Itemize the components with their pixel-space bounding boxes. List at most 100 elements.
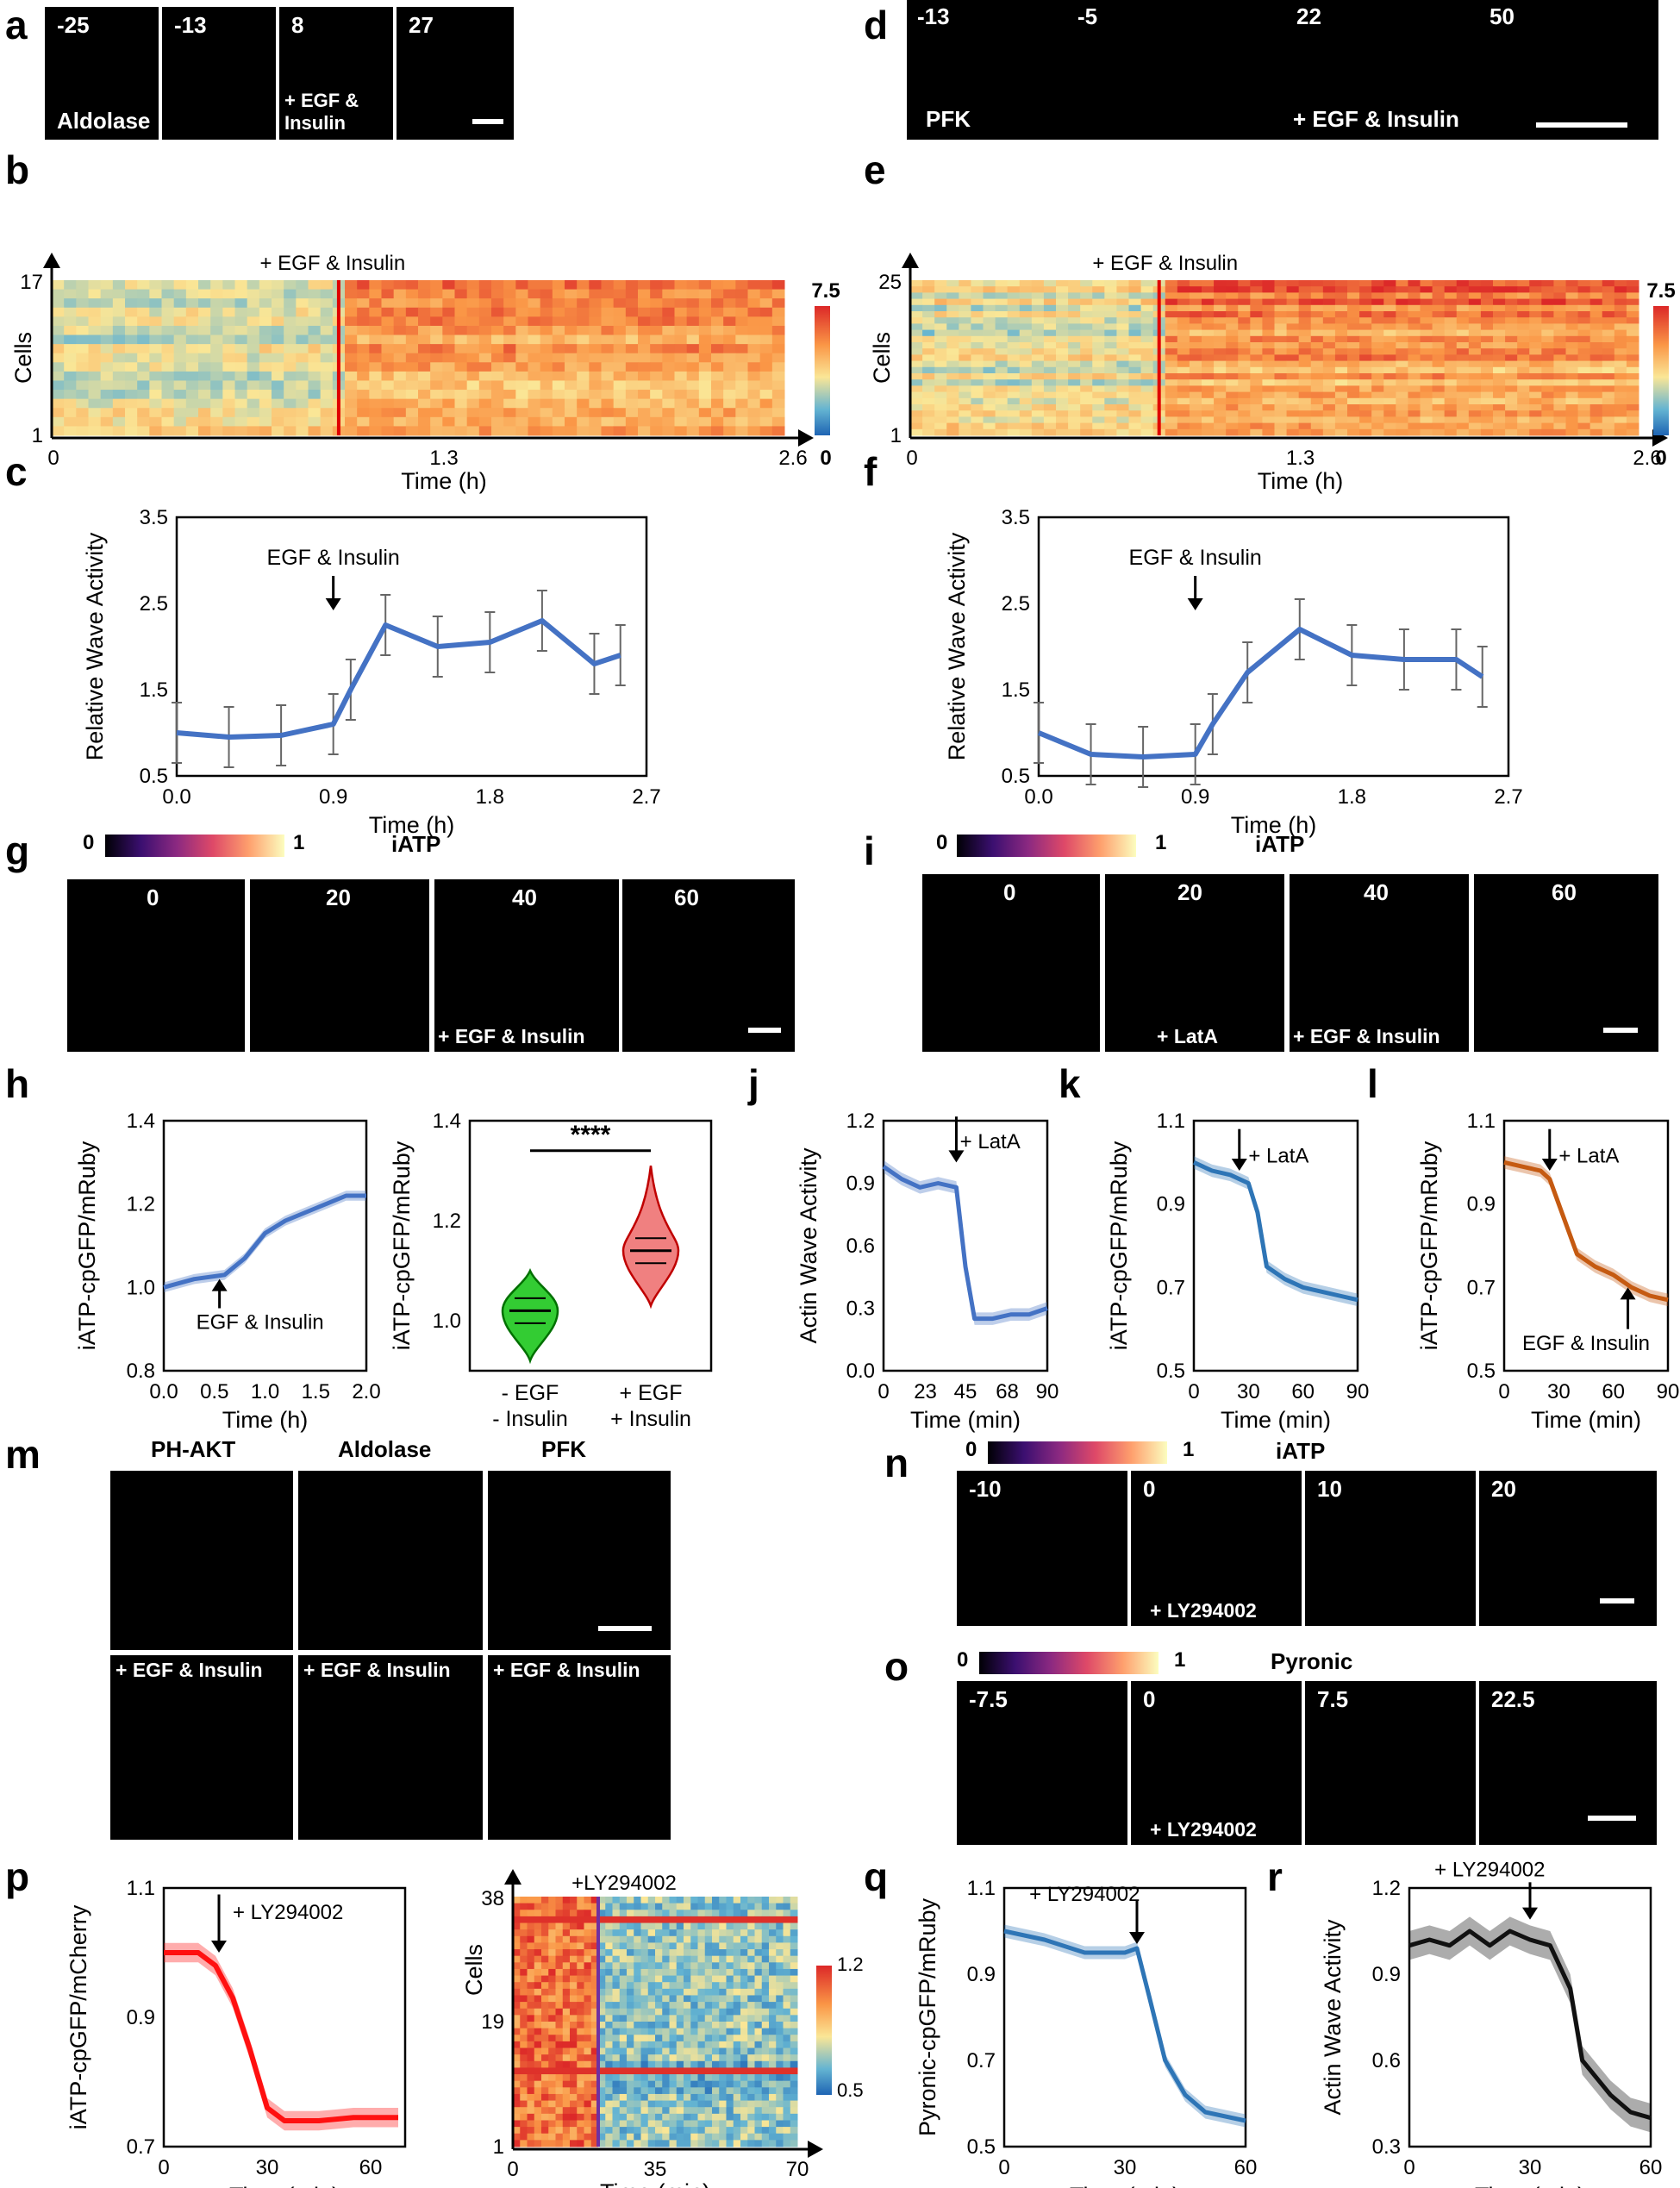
time-label: -13 — [174, 12, 207, 38]
treatment-label: + LY294002 — [1150, 1599, 1257, 1622]
aldolase-image — [298, 1471, 483, 1650]
plot-frame — [468, 1119, 713, 1372]
x-tick-label: 2.0 — [352, 1380, 380, 1403]
annotation: + LatA — [960, 1130, 1021, 1153]
time-label: 7.5 — [1317, 1686, 1349, 1712]
panel-letter-d: d — [864, 3, 889, 47]
panel-letter-e: e — [864, 147, 886, 192]
heatmap-p: +LY294002 1 19 38 Cells 0 35 70 Time (min) 1.2 0.5 — [461, 1869, 864, 2188]
time-label: 8 — [291, 12, 304, 38]
x-tick-label: 60 — [1234, 2156, 1258, 2179]
series-band — [1194, 1156, 1358, 1307]
probe-label: iATP — [391, 831, 441, 857]
y-tick-label: 1.2 — [1372, 1877, 1401, 1900]
pfk-image-treated: + EGF & Insulin — [488, 1655, 671, 1840]
x-tick-label: 0 — [906, 447, 917, 470]
annotation: EGF & Insulin — [267, 546, 400, 570]
arrow-head — [1522, 1907, 1538, 1920]
scale-bar — [1600, 1598, 1634, 1603]
annotation: + EGF & Insulin — [259, 252, 405, 275]
plot-frame — [162, 1886, 407, 2148]
colorbar — [816, 1966, 832, 2095]
colorbar-min: 0 — [820, 447, 831, 470]
probe-label: Aldolase — [57, 108, 151, 134]
y-tick-label: 3.5 — [1002, 506, 1030, 529]
series-line — [882, 1165, 1048, 1322]
y-tick-label: 0.9 — [1157, 1193, 1185, 1216]
plot-frame — [1037, 516, 1510, 778]
colorbar-max: 7.5 — [811, 279, 840, 303]
x-tick-label: 2.7 — [632, 785, 660, 809]
x-tick-label: 0 — [998, 2156, 1009, 2179]
x-tick-label: 2.6 — [1633, 447, 1661, 470]
y-axis-label: iATP-cpGFP/mCherry — [66, 1904, 91, 2129]
pyronic-frame-o4: 22.5 — [1479, 1681, 1657, 1845]
treatment-label: + EGF & Insulin — [303, 1659, 451, 1681]
iatp-frame-i3: 40 + EGF & Insulin — [1290, 874, 1469, 1052]
plot-frame — [1502, 1119, 1670, 1372]
x-tick-label: 0.9 — [1181, 785, 1209, 809]
plot-frame — [882, 1119, 1049, 1372]
chart-q: 0.5 0.7 0.9 1.1 0 30 60 Time (min) Pyronic-cpGFP… — [915, 1877, 1258, 2188]
colorbar-min: 0 — [83, 831, 95, 854]
colorbar-o — [979, 1652, 1159, 1674]
time-label: -25 — [57, 12, 90, 38]
chart-h-violin: 1.0 1.2 1.4 iATP-cpGFP/mRuby **** - EGF- Insu… — [389, 1110, 713, 1431]
x-axis-arrow — [808, 2141, 823, 2158]
iatp-frame-g4: 60 — [622, 879, 795, 1052]
chart-k: 0.5 0.7 0.9 1.1 0 30 60 90 Time (min) iATP-cpGFP/… — [1106, 1110, 1369, 1433]
y-tick-label: 1.2 — [433, 1210, 461, 1233]
scale-bar — [598, 1626, 652, 1631]
x-tick-label: 90 — [1036, 1380, 1059, 1403]
treatment-label: + EGF & Insulin — [116, 1659, 263, 1681]
panel-letter-i: i — [864, 828, 875, 873]
x-tick-label: 0.0 — [149, 1380, 178, 1403]
iatp-frame-i1: 0 — [922, 874, 1100, 1052]
y-tick-label: 38 — [481, 1887, 504, 1910]
panel-letter-m: m — [5, 1432, 41, 1477]
panel-letter-b: b — [5, 147, 30, 192]
y-tick-label: 0.3 — [1372, 2135, 1401, 2159]
x-tick-label: 0 — [1403, 2156, 1415, 2179]
y-tick-label: 0.9 — [967, 1963, 996, 1986]
panel-letter-j: j — [748, 1061, 759, 1106]
time-label: 22 — [1296, 3, 1321, 29]
time-label: 60 — [1552, 879, 1577, 905]
chart-l: 0.5 0.7 0.9 1.1 0 30 60 90 Time (min) iATP-cpGFP/… — [1416, 1110, 1679, 1433]
x-axis-label: Time (h) — [401, 468, 487, 494]
y-tick-label: 0.7 — [967, 2049, 996, 2072]
annotation: EGF & Insulin — [1129, 546, 1262, 570]
series-line — [163, 1193, 366, 1290]
y-tick-label: 1.5 — [140, 678, 168, 702]
x-tick-label: 1.8 — [1338, 785, 1366, 809]
y-tick-label: 0.9 — [1467, 1193, 1496, 1216]
panel-letter-l: l — [1367, 1061, 1378, 1106]
y-tick-label: 1 — [890, 424, 902, 447]
x-tick-label: 1.5 — [302, 1380, 330, 1403]
y-tick-label: 3.5 — [140, 506, 168, 529]
annotation: EGF & Insulin — [197, 1311, 324, 1335]
x-axis-label: Time (min) — [1475, 2183, 1585, 2188]
plot-frame — [175, 516, 648, 778]
x-axis-label: Time (min) — [1070, 2183, 1180, 2188]
treatment-label: + LY294002 — [1150, 1818, 1257, 1841]
y-tick-label: 1.0 — [433, 1310, 461, 1333]
y-tick-label: 1.1 — [1157, 1110, 1185, 1133]
x-tick-label: 0.0 — [162, 785, 190, 809]
chart-p: 0.7 0.9 1.1 0 30 60 Time (min) iATP-cpGFP/mCher… — [66, 1877, 407, 2188]
y-tick-label: 19 — [481, 2010, 504, 2034]
treatment-label: + EGF & Insulin — [1293, 106, 1459, 132]
iatp-frame-g2: 20 — [250, 879, 429, 1052]
time-label: 60 — [674, 885, 699, 910]
annotation: + LY294002 — [1434, 1859, 1545, 1882]
y-tick-label: 1.1 — [127, 1877, 155, 1900]
panel-letter-n: n — [884, 1441, 909, 1485]
y-axis-label: iATP-cpGFP/mRuby — [74, 1141, 100, 1350]
colorbar-n — [988, 1441, 1167, 1464]
panel-letter-g: g — [5, 828, 30, 873]
panel-letter-q: q — [864, 1854, 889, 1899]
x-tick-label: 23 — [914, 1380, 937, 1403]
y-tick-label: 0.7 — [1467, 1276, 1496, 1299]
time-label: 20 — [1491, 1476, 1516, 1502]
y-axis-label: Actin Wave Activity — [796, 1147, 821, 1344]
